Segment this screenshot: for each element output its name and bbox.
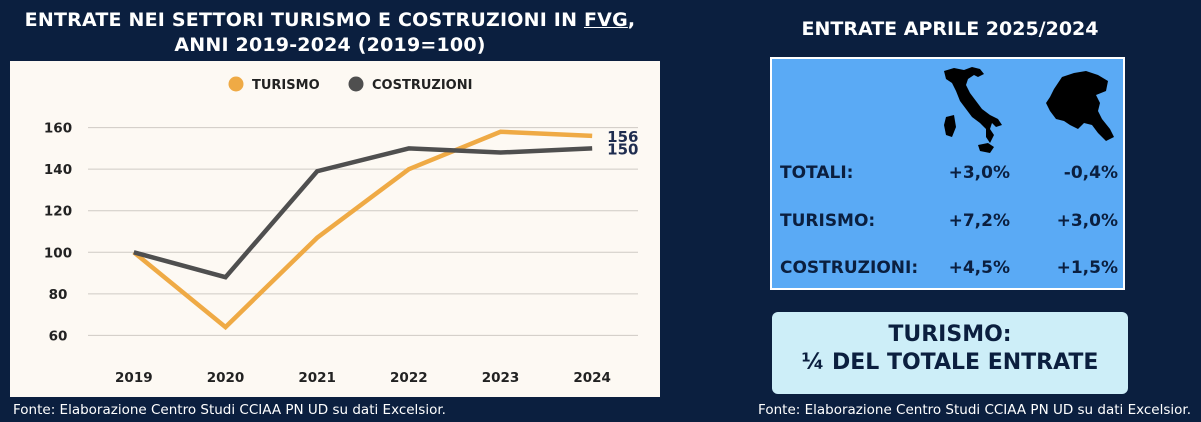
right-title: ENTRATE APRILE 2025/2024: [801, 18, 1099, 40]
y-tick-label: 60: [49, 328, 68, 344]
series-line-costruzioni: [133, 146, 593, 280]
row-value-costruzioni-fvg: +1,5%: [1056, 258, 1118, 278]
chart-title: ENTRATE NEI SETTORI TURISMO E COSTRUZION…: [0, 8, 660, 58]
source-note-right: Fonte: Elaborazione Centro Studi CCIAA P…: [758, 402, 1191, 418]
row-value-totali-fvg: -0,4%: [1063, 163, 1118, 183]
fvg-map-icon: [1046, 71, 1114, 141]
legend-marker-turismo: [228, 76, 244, 92]
series-line-turismo: [132, 129, 593, 331]
chart-panel: 60 80 100 120 140 160 2019 2020 2021 2022 2023 2024…: [10, 61, 660, 397]
x-tick-label: 2020: [207, 370, 245, 386]
y-tick-label: 80: [49, 287, 68, 303]
legend-label-turismo: TURISMO: [252, 78, 320, 93]
row-label-costruzioni: COSTRUZIONI:: [780, 258, 919, 278]
row-label-turismo: TURISMO:: [780, 211, 876, 231]
legend-label-costruzioni: COSTRUZIONI: [372, 78, 472, 93]
row-value-costruzioni-italia: +4,5%: [948, 258, 1010, 278]
y-tick-label: 100: [44, 245, 72, 261]
fvg-link[interactable]: FVG: [584, 9, 628, 31]
chart-title-line1: ENTRATE NEI SETTORI TURISMO E COSTRUZION…: [24, 9, 584, 31]
legend-marker-costruzioni: [348, 76, 364, 92]
end-label-costruzioni: 150: [607, 140, 638, 158]
y-tick-label: 120: [44, 204, 72, 220]
x-tick-label: 2019: [115, 370, 153, 386]
callout-line2: ¼ DEL TOTALE ENTRATE: [801, 350, 1099, 375]
italy-map-icon: [944, 67, 1002, 153]
row-value-totali-italia: +3,0%: [948, 163, 1010, 183]
x-tick-label: 2022: [390, 370, 428, 386]
line-chart: 60 80 100 120 140 160 2019 2020 2021 2022 2023 2024…: [44, 76, 638, 386]
y-tick-label: 140: [44, 162, 72, 178]
x-tick-label: 2021: [298, 370, 336, 386]
row-value-turismo-fvg: +3,0%: [1056, 211, 1118, 231]
callout-box: TURISMO: ¼ DEL TOTALE ENTRATE: [772, 312, 1128, 394]
y-tick-label: 160: [44, 121, 72, 137]
x-tick-label: 2024: [573, 370, 611, 386]
comparison-table: TOTALI: +3,0% -0,4% TURISMO: +7,2% +3,0%…: [770, 57, 1125, 290]
row-label-totali: TOTALI:: [780, 163, 854, 183]
chart-title-suffix: ,: [627, 9, 636, 31]
x-tick-label: 2023: [482, 370, 520, 386]
end-label-turismo: 156: [607, 128, 638, 146]
row-value-turismo-italia: +7,2%: [948, 211, 1010, 231]
callout-line1: TURISMO:: [888, 322, 1012, 347]
source-note-left: Fonte: Elaborazione Centro Studi CCIAA P…: [13, 402, 446, 418]
chart-subtitle: ANNI 2019-2024 (2019=100): [174, 34, 486, 56]
